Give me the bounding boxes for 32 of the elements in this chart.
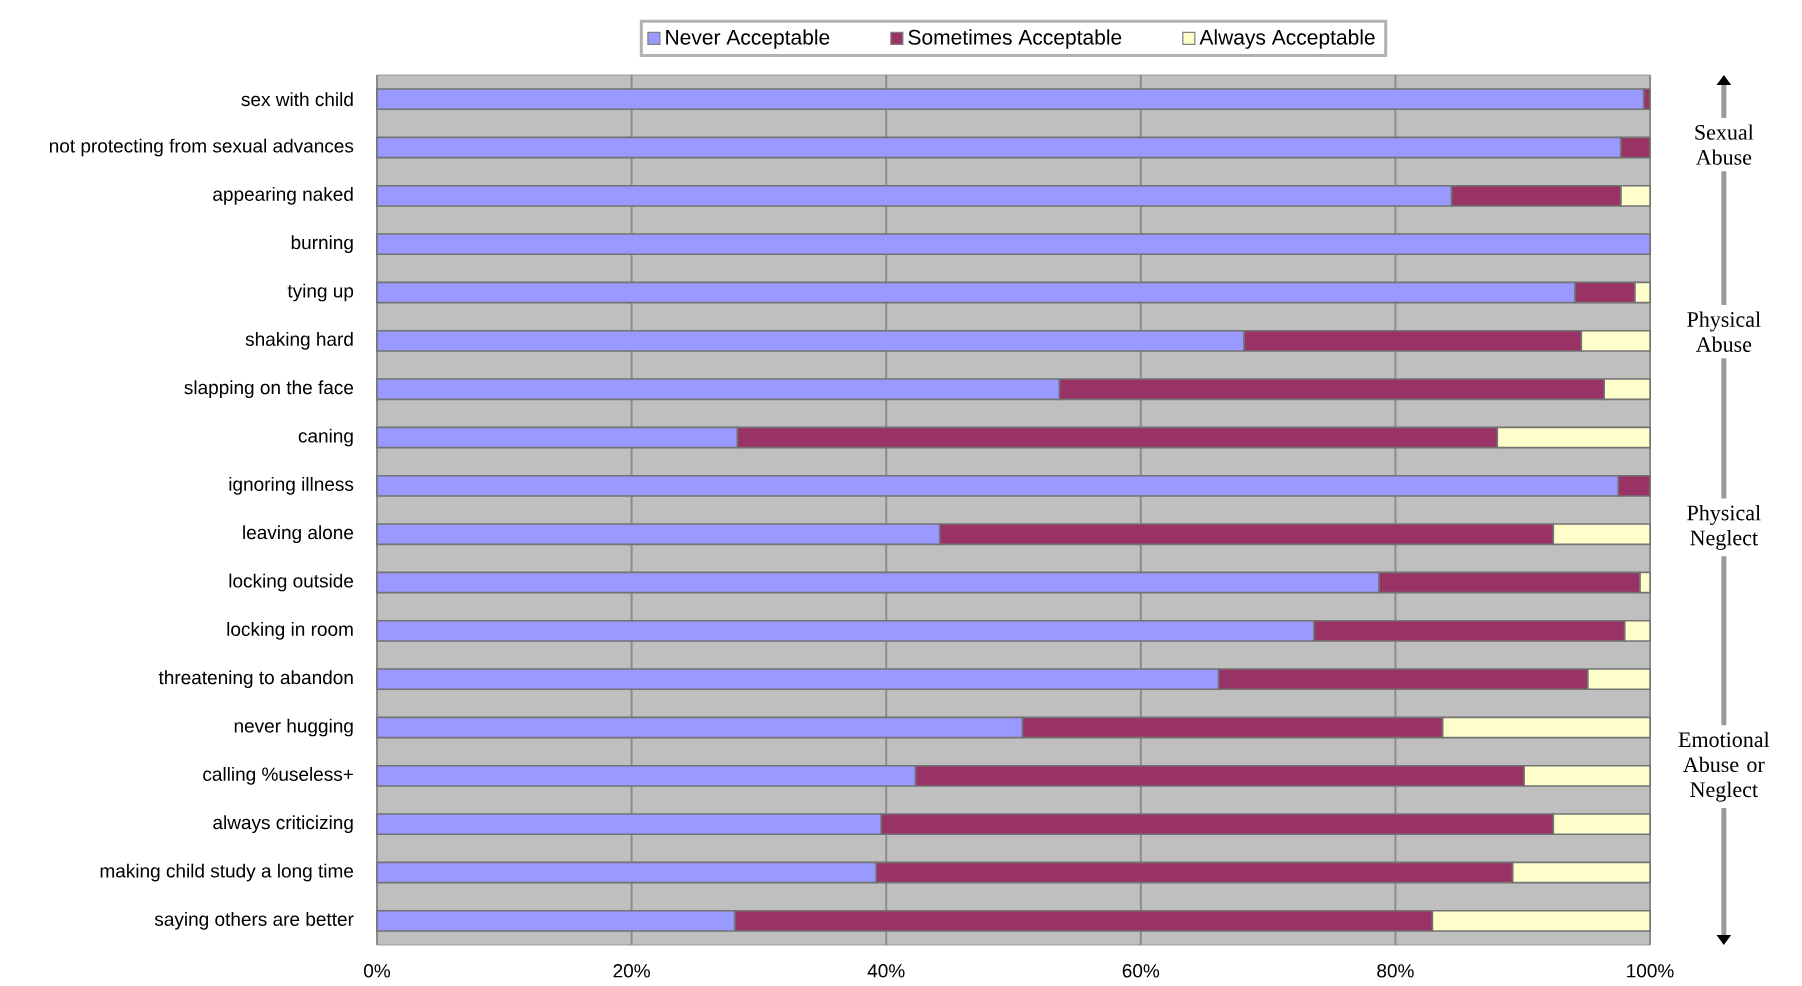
text: Physical Neglect	[1687, 504, 1761, 550]
y-tick-label: slapping on the face	[184, 380, 354, 399]
x-tick-label: 100%	[1627, 964, 1674, 978]
bar	[376, 233, 1651, 256]
y-tick-label: appearing naked	[213, 186, 353, 205]
y-tick-label: calling %useless+	[203, 766, 353, 785]
y-tick-label: always criticizing	[213, 815, 353, 834]
y-tick-label: threatening to abandon	[158, 670, 353, 689]
y-tick-label: shaking hard	[245, 331, 353, 350]
x-tick-label: 0%	[364, 964, 391, 978]
legend-label: Sometimes Acceptable	[908, 29, 1122, 49]
legend-label: Always Acceptable	[1199, 29, 1375, 49]
y-tick-label: making child study a long time	[100, 863, 354, 882]
x-tick-label: 80%	[1377, 964, 1414, 978]
text: Sexual Abuse	[1695, 124, 1754, 165]
y-tick-label: ignoring illness	[229, 476, 354, 495]
legend-label: Never Acceptable	[666, 29, 830, 49]
x-tick-label: 20%	[613, 964, 650, 978]
x-tick-label: 40%	[867, 964, 905, 978]
y-tick-label: saying others are better	[154, 911, 354, 930]
y-tick-label: tying up	[287, 283, 354, 302]
y-tick-label: sex with child	[241, 92, 353, 107]
y-tick-label: locking in room	[227, 621, 353, 640]
text: Emotional Abuse or Neglect	[1678, 731, 1770, 802]
text: Physical Abuse	[1687, 311, 1761, 352]
y-tick-label: not protecting from sexual advances	[49, 138, 354, 157]
y-tick-label: locking outside	[229, 573, 354, 592]
y-tick-label: caning	[298, 428, 353, 447]
y-tick-label: never hugging	[234, 718, 353, 737]
y-tick-label: burning	[291, 235, 353, 254]
x-tick-label: 60%	[1122, 964, 1160, 978]
y-tick-label: leaving alone	[243, 525, 354, 544]
